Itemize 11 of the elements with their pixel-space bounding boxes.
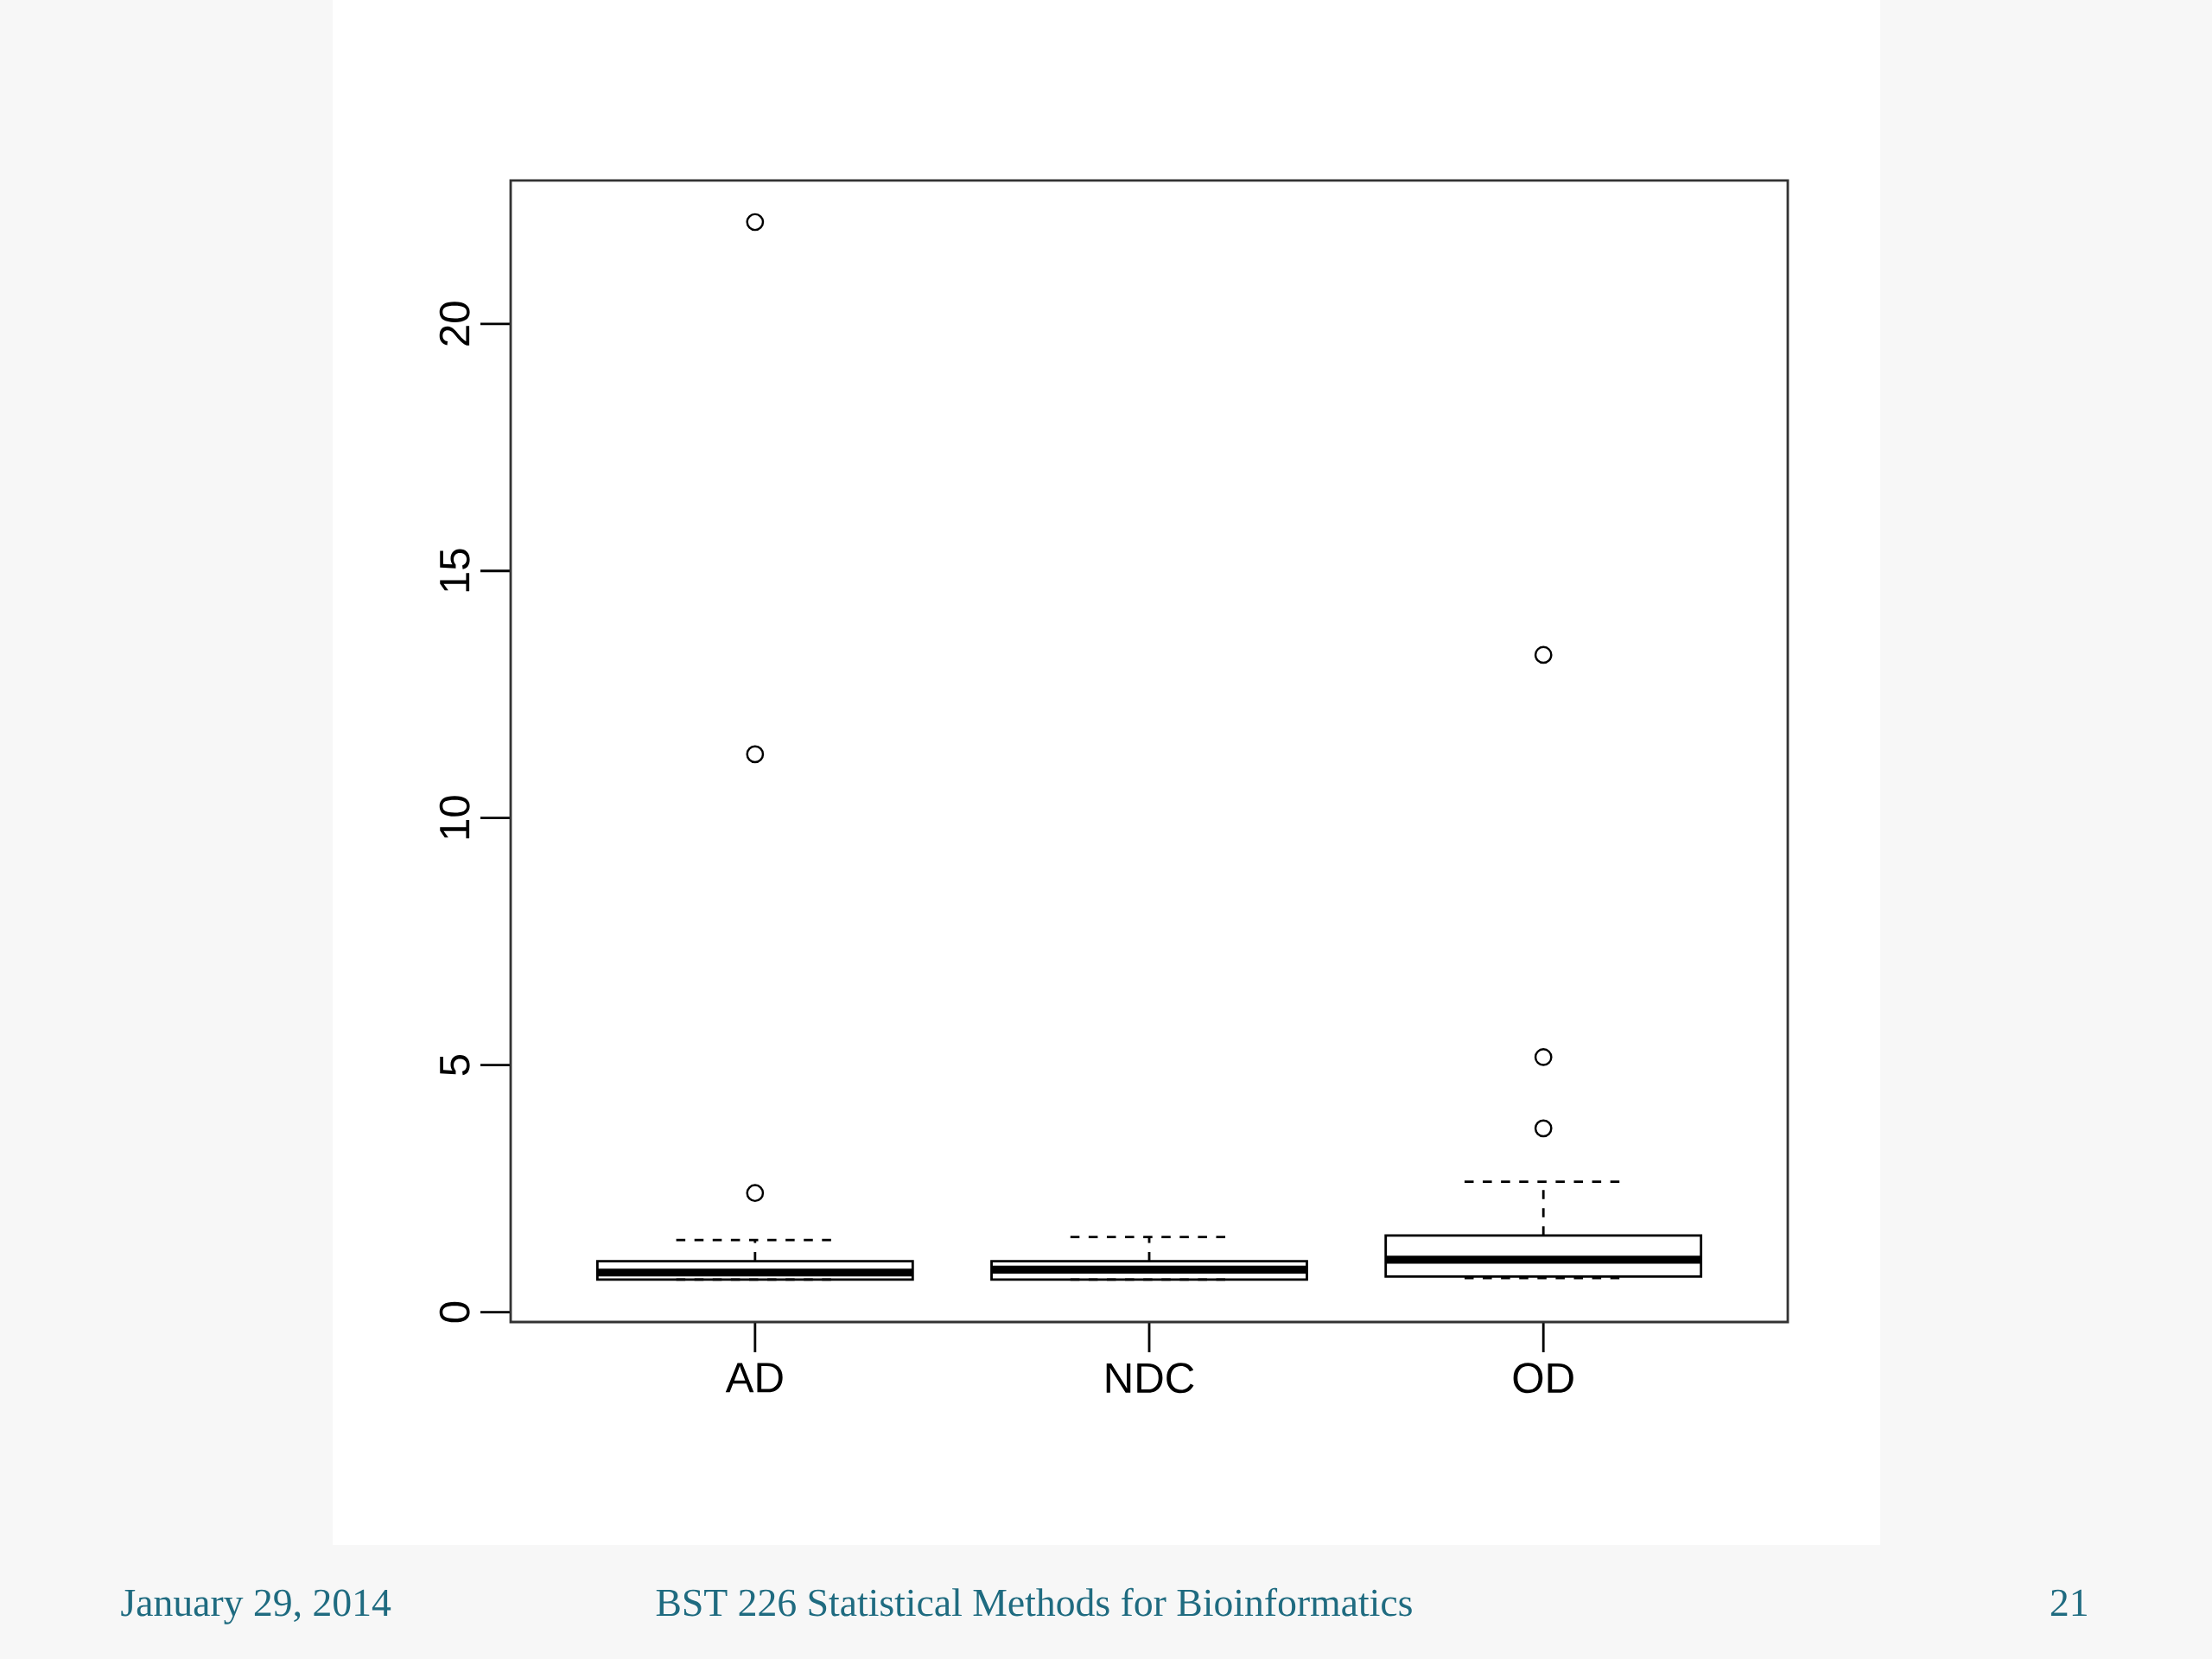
y-tick-label: 10 <box>439 796 470 839</box>
text: 21 <box>2050 1589 2087 1616</box>
text: January 29, 2014 <box>121 1589 391 1624</box>
y-tick-label: 15 <box>440 549 470 592</box>
x-tick-label: AD <box>725 1363 783 1393</box>
y-tick-label: 0 <box>439 1301 470 1323</box>
x-tick-label: NDC <box>1106 1363 1194 1394</box>
y-tick-label: 20 <box>439 302 470 346</box>
y-tick-label: 5 <box>440 1055 470 1076</box>
text: BST 226 Statistical Methods for Bioinformatics <box>656 1587 1412 1617</box>
x-tick-label: OD <box>1513 1363 1573 1394</box>
